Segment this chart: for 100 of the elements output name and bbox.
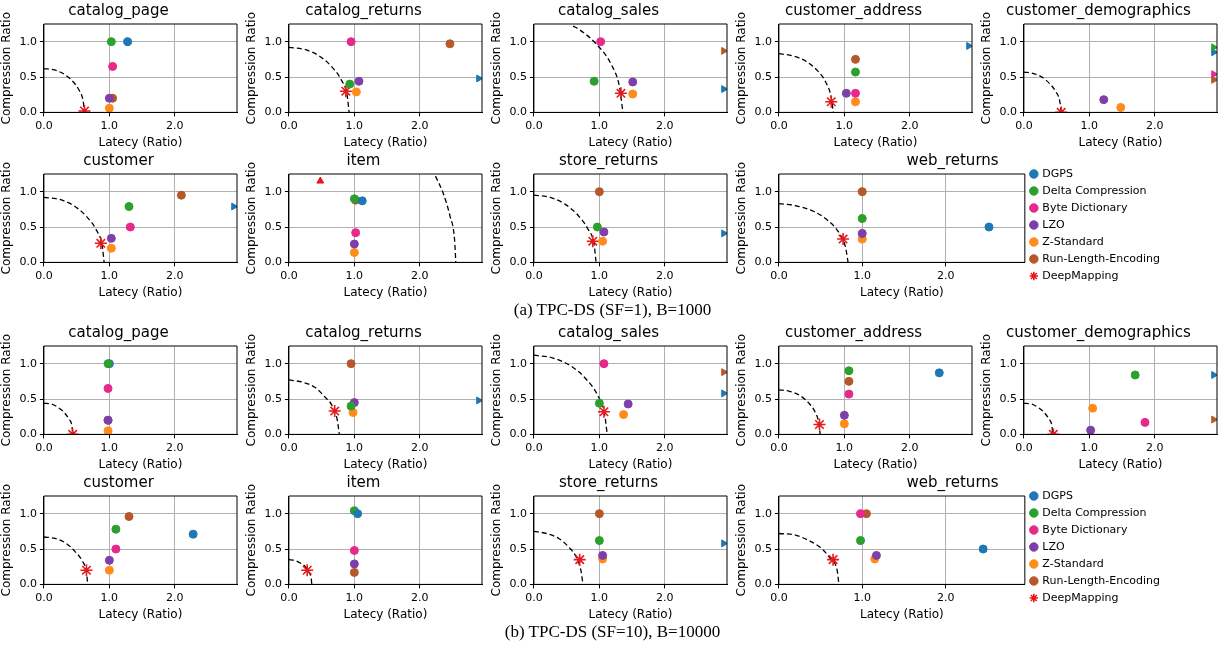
x-axis-title: Latecy (Ratio) <box>588 134 673 149</box>
y-axis-title: Compression Ratio <box>244 483 259 597</box>
y-tick-label: 1.0 <box>19 34 37 48</box>
y-tick-label: 1.0 <box>754 506 772 520</box>
x-tick-label: 2.0 <box>166 590 184 604</box>
chart-title: web_returns <box>906 472 999 492</box>
y-tick-label: 0.0 <box>264 255 282 269</box>
x-axis-title: Latecy (Ratio) <box>833 456 918 471</box>
y-tick-label: 1.0 <box>509 356 527 370</box>
x-tick-label: 1.0 <box>1080 440 1099 454</box>
x-tick-label: 1.0 <box>100 118 119 132</box>
y-tick-label: 0.5 <box>264 69 282 83</box>
y-tick-label: 0.0 <box>19 105 37 119</box>
y-axis-title: Compression Ratio <box>979 333 994 447</box>
x-tick-label: 1.0 <box>590 118 609 132</box>
y-tick-label: 0.0 <box>19 577 37 591</box>
x-tick-label: 1.0 <box>100 440 119 454</box>
x-axis-title: Latecy (Ratio) <box>98 456 183 471</box>
y-tick-label: 0.5 <box>19 541 37 555</box>
y-axis-title: Compression Ratio <box>979 11 994 125</box>
chart-title: customer_address <box>784 0 923 20</box>
y-axis-title: Compression Ratio <box>489 11 504 125</box>
y-axis-title: Compression Ratio <box>0 11 14 125</box>
x-tick-label: 0.0 <box>35 118 53 132</box>
y-tick-label: 1.0 <box>754 184 772 198</box>
x-tick-label: 1.0 <box>345 118 364 132</box>
chart-title: customer_demographics <box>1006 0 1192 20</box>
x-tick-label: 2.0 <box>411 440 429 454</box>
y-tick-label: 0.0 <box>509 255 527 269</box>
y-tick-label: 0.5 <box>999 391 1017 405</box>
legend-label: Byte Dictionary <box>1042 522 1128 536</box>
chart-title: customer <box>83 150 155 169</box>
x-tick-label: 1.0 <box>345 590 364 604</box>
y-tick-label: 0.0 <box>754 577 772 591</box>
x-tick-label: 2.0 <box>656 268 674 282</box>
y-tick-label: 0.0 <box>999 105 1017 119</box>
y-tick-label: 0.5 <box>19 69 37 83</box>
x-tick-label: 0.0 <box>525 590 543 604</box>
y-tick-label: 1.0 <box>509 184 527 198</box>
y-tick-label: 0.5 <box>999 69 1017 83</box>
y-tick-label: 0.0 <box>754 105 772 119</box>
x-tick-label: 1.0 <box>853 268 872 282</box>
x-axis-title: Latecy (Ratio) <box>833 134 918 149</box>
x-tick-label: 0.0 <box>525 268 543 282</box>
x-tick-label: 2.0 <box>656 118 674 132</box>
legend-label: DGPS <box>1042 488 1073 502</box>
x-axis-title: Latecy (Ratio) <box>588 606 673 621</box>
x-tick-label: 2.0 <box>1146 440 1164 454</box>
y-tick-label: 0.0 <box>754 255 772 269</box>
y-axis-title: Compression Ratio <box>489 333 504 447</box>
x-axis-title: Latecy (Ratio) <box>343 456 428 471</box>
chart-title: catalog_returns <box>305 0 422 20</box>
y-axis-title: Compression Ratio <box>0 333 14 447</box>
x-tick-label: 0.0 <box>770 590 788 604</box>
chart-title: catalog_page <box>68 0 169 20</box>
y-tick-label: 1.0 <box>999 356 1017 370</box>
y-tick-label: 1.0 <box>754 34 772 48</box>
y-tick-label: 0.5 <box>754 541 772 555</box>
x-axis-title: Latecy (Ratio) <box>98 606 183 621</box>
x-tick-label: 0.0 <box>525 440 543 454</box>
y-tick-label: 0.5 <box>754 391 772 405</box>
x-tick-label: 0.0 <box>280 268 298 282</box>
x-tick-label: 2.0 <box>656 440 674 454</box>
x-axis-title: Latecy (Ratio) <box>98 284 183 299</box>
x-tick-label: 0.0 <box>280 440 298 454</box>
legend-label: Delta Compression <box>1042 183 1147 197</box>
text: (a) TPC-DS (SF=1), B=1000 <box>512 300 713 321</box>
x-tick-label: 1.0 <box>853 590 872 604</box>
x-axis-title: Latecy (Ratio) <box>588 284 673 299</box>
x-tick-label: 1.0 <box>590 268 609 282</box>
x-tick-label: 1.0 <box>100 590 119 604</box>
x-tick-label: 1.0 <box>835 118 854 132</box>
y-tick-label: 0.5 <box>19 391 37 405</box>
y-axis-title: Compression Ratio <box>489 161 504 275</box>
y-tick-label: 1.0 <box>264 34 282 48</box>
y-axis-title: Compression Ratio <box>0 161 14 275</box>
legend-label: DeepMapping <box>1042 268 1119 282</box>
x-axis-title: Latecy (Ratio) <box>343 134 428 149</box>
legend-label: Run-Length-Encoding <box>1042 251 1161 265</box>
x-tick-label: 2.0 <box>901 118 919 132</box>
x-tick-label: 0.0 <box>770 268 788 282</box>
y-tick-label: 0.0 <box>509 105 527 119</box>
x-tick-label: 2.0 <box>936 268 955 282</box>
chart-title: store_returns <box>558 150 659 170</box>
x-tick-label: 2.0 <box>411 268 429 282</box>
x-axis-title: Latecy (Ratio) <box>98 134 183 149</box>
y-tick-label: 0.0 <box>999 427 1017 441</box>
y-tick-label: 1.0 <box>754 356 772 370</box>
x-tick-label: 0.0 <box>35 440 53 454</box>
legend-label: Delta Compression <box>1042 505 1147 519</box>
chart-title: catalog_page <box>68 322 169 342</box>
y-tick-label: 1.0 <box>509 34 527 48</box>
chart-title: item <box>346 150 381 169</box>
y-axis-title: Compression Ratio <box>244 161 259 275</box>
y-tick-label: 0.5 <box>509 69 527 83</box>
y-axis-title: Compression Ratio <box>0 483 14 597</box>
text: (b) TPC-DS (SF=10), B=10000 <box>503 622 722 643</box>
legend-label: Run-Length-Encoding <box>1042 573 1161 587</box>
x-tick-label: 2.0 <box>166 118 184 132</box>
x-tick-label: 0.0 <box>770 440 788 454</box>
